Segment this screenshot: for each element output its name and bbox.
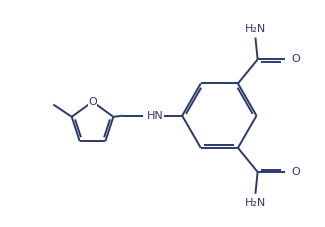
Text: O: O [292,167,301,177]
Text: H₂N: H₂N [245,197,266,207]
Text: O: O [292,54,301,64]
Text: HN: HN [147,111,163,121]
Text: O: O [88,97,97,107]
Text: H₂N: H₂N [245,24,266,34]
